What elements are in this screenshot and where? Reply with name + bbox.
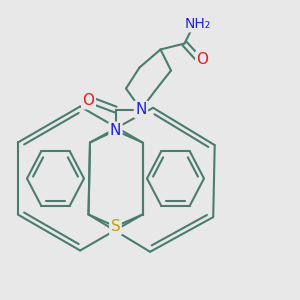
Text: NH₂: NH₂ <box>185 17 211 31</box>
Text: O: O <box>82 93 94 108</box>
Text: N: N <box>135 102 147 117</box>
Text: N: N <box>110 123 121 138</box>
Text: O: O <box>196 52 208 68</box>
Text: S: S <box>111 219 120 234</box>
